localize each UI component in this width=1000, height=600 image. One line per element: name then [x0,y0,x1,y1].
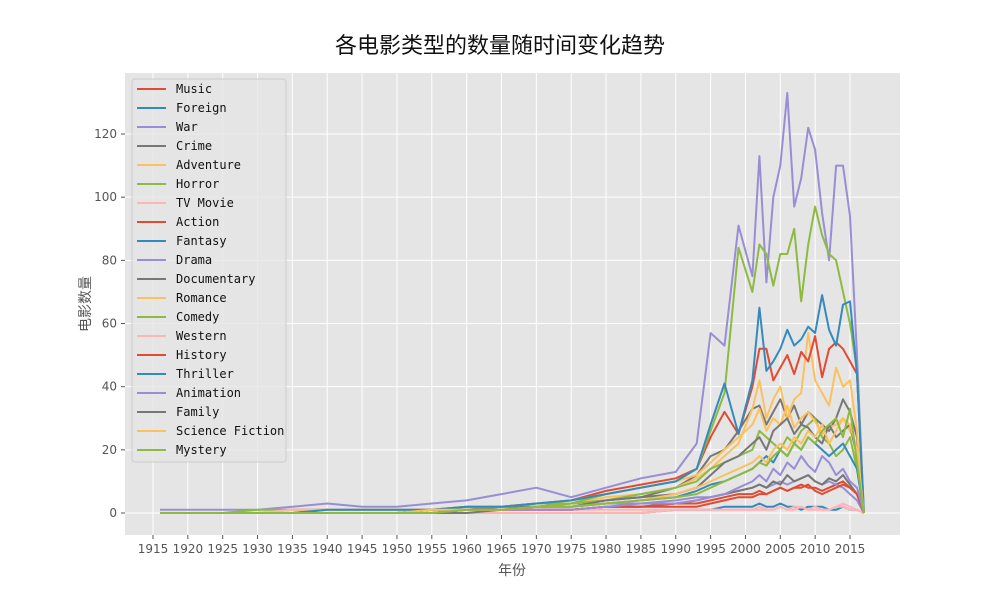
x-tick-label: 1920 [173,542,204,556]
x-tick-label: 2015 [835,542,866,556]
legend-label: Thriller [176,367,234,381]
x-tick-label: 1955 [417,542,448,556]
y-tick-label: 100 [94,190,117,204]
series-lines [160,91,865,514]
legend-label: Documentary [176,272,255,286]
x-tick-label: 1930 [242,542,273,556]
legend-label: Music [176,82,212,96]
legend-label: Foreign [176,101,227,115]
series-line-drama [160,91,865,514]
x-tick-label: 2005 [765,542,796,556]
y-tick-label: 120 [94,127,117,141]
y-axis-label: 电影数量 [78,276,94,332]
x-tick-label: 1990 [660,542,691,556]
x-tick-label: 1925 [207,542,238,556]
x-axis-ticks: 1915 1920 1925 1930 1935 1940 1945 1950 1955 1960… [138,535,866,556]
legend-label: Crime [176,139,212,153]
legend-label: Mystery [176,443,227,457]
y-tick-label: 80 [102,253,117,267]
legend-label: Western [176,329,227,343]
x-tick-label: 1915 [138,542,169,556]
x-tick-label: 1970 [521,542,552,556]
y-tick-label: 20 [102,443,117,457]
legend-label: TV Movie [176,196,234,210]
legend-label: Action [176,215,219,229]
x-tick-label: 1965 [486,542,517,556]
legend-label: Horror [176,177,219,191]
y-tick-label: 40 [102,380,117,394]
legend-label: Comedy [176,310,219,324]
x-tick-label: 1945 [347,542,378,556]
legend-label: Animation [176,386,241,400]
legend-label: Drama [176,253,212,267]
legend-label: Adventure [176,158,241,172]
x-tick-label: 1935 [277,542,308,556]
legend-label: Science Fiction [176,424,284,438]
x-axis-label: 年份 [498,563,526,579]
x-tick-label: 1975 [556,542,587,556]
legend-label: History [176,348,227,362]
x-tick-label: 2000 [730,542,761,556]
x-tick-label: 1985 [626,542,657,556]
y-axis-ticks: 0 20 40 60 80 100 120 [94,127,125,520]
legend-label: War [176,120,198,134]
legend-label: Fantasy [176,234,227,248]
y-tick-label: 0 [109,506,117,520]
legend-label: Romance [176,291,227,305]
x-tick-label: 1995 [695,542,726,556]
y-tick-label: 60 [102,317,117,331]
x-tick-label: 1960 [451,542,482,556]
legend: Music Foreign War Crime Adventure Horror TV Mo… [131,78,287,463]
legend-label: Family [176,405,219,419]
series-line-mystery [160,407,865,514]
gridlines [125,73,900,535]
chart-title: 各电影类型的数量随时间变化趋势 [334,34,665,59]
series-line-thriller [160,294,865,514]
x-tick-label: 2010 [800,542,831,556]
x-tick-label: 1950 [382,542,413,556]
x-tick-label: 1940 [312,542,343,556]
x-tick-label: 1980 [591,542,622,556]
